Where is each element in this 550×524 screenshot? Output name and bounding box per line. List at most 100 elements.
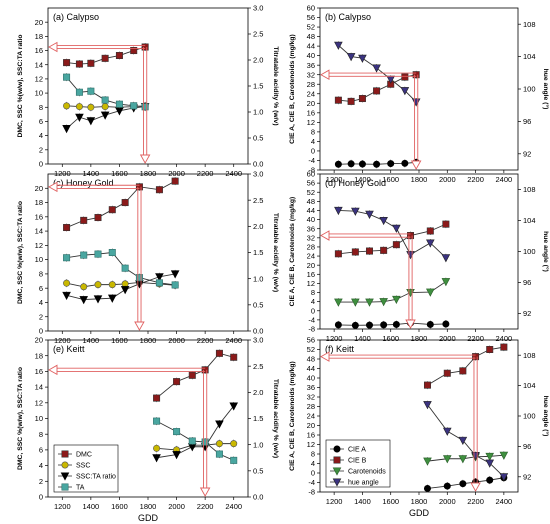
x-tick-label: 2200 <box>197 336 214 345</box>
series-TA <box>63 73 149 111</box>
data-point <box>442 455 452 464</box>
panel-d: 1200 1400 1600 1800 2000 2200 2400-8-404812162… <box>289 170 550 343</box>
data-point <box>135 274 143 282</box>
legend-marker <box>61 483 69 491</box>
data-point <box>499 473 509 482</box>
data-point <box>423 484 431 492</box>
data-point <box>121 264 129 272</box>
x-tick-label: 2000 <box>168 336 185 345</box>
x-tick-label: 2200 <box>197 502 214 511</box>
legend-label: Carotenoids <box>348 469 386 476</box>
y2-axis-label: hue angle (°) <box>542 69 550 110</box>
arrow-head <box>470 482 481 492</box>
y-tick-label: 10 <box>35 89 43 98</box>
x-tick-label: 1200 <box>326 175 343 184</box>
data-point <box>458 455 468 464</box>
data-point <box>351 298 360 307</box>
data-point <box>93 295 103 304</box>
y-tick-label: 24 <box>307 412 315 421</box>
y-tick-label: 4 <box>39 131 43 140</box>
y2-tick-label: 96 <box>523 117 531 126</box>
data-point <box>334 321 342 329</box>
arrow-head <box>48 364 58 376</box>
x-tick-label: 1800 <box>411 334 428 343</box>
y-tick-label: 12 <box>307 440 315 449</box>
data-point <box>141 43 149 51</box>
y2-tick-label: 1.5 <box>253 82 263 91</box>
legend-label: CIE B <box>348 458 367 465</box>
x-tick-label: 1400 <box>354 334 371 343</box>
legend-marker <box>333 445 341 453</box>
data-point <box>101 103 109 111</box>
series-line <box>338 209 447 259</box>
data-point <box>75 60 83 68</box>
series-CIE_A <box>334 158 420 169</box>
y-tick-label: 4 <box>311 137 315 146</box>
data-point <box>485 452 495 462</box>
data-point <box>392 224 401 233</box>
y-tick-label: 56 <box>307 336 315 345</box>
x-tick-label: 1200 <box>326 497 343 506</box>
data-point <box>392 295 401 305</box>
x-axis-label: GDD <box>138 513 159 523</box>
panel-title: (e) Keitt <box>53 344 85 354</box>
data-point <box>401 73 409 81</box>
arrow-head <box>405 319 416 329</box>
series-SSC_TA <box>62 269 180 305</box>
y-tick-label: 0 <box>39 493 43 502</box>
y2-tick-label: 1.5 <box>253 414 263 423</box>
data-point <box>121 199 129 207</box>
data-point <box>372 64 381 73</box>
data-point <box>230 440 238 448</box>
x-tick-label: 2000 <box>439 175 456 184</box>
data-point <box>423 381 431 389</box>
y2-tick-label: 92 <box>523 472 531 481</box>
y-tick-label: 18 <box>35 32 43 41</box>
plot-frame <box>319 7 519 171</box>
data-point <box>347 160 355 168</box>
data-point <box>442 220 450 228</box>
arrow-head <box>139 154 151 164</box>
y-tick-label: 48 <box>307 32 315 41</box>
series-line <box>156 405 235 459</box>
data-point <box>100 111 110 120</box>
legend-label: DMC <box>76 452 92 459</box>
y-tick-label: 8 <box>39 103 43 112</box>
highlight-arrows <box>48 181 145 331</box>
arrow-head <box>410 160 422 170</box>
data-point <box>230 353 238 361</box>
data-point <box>441 254 451 263</box>
data-point <box>80 216 88 224</box>
y-tick-label: 28 <box>307 243 315 252</box>
y-tick-label: -8 <box>308 488 315 497</box>
data-point <box>130 102 138 110</box>
data-point <box>115 100 123 108</box>
x-tick-label: 1600 <box>382 175 399 184</box>
y2-tick-label: 100 <box>523 412 536 421</box>
data-point <box>107 294 117 303</box>
y-tick-label: 14 <box>35 383 43 392</box>
y-tick-label: 16 <box>35 46 43 55</box>
arrow-head <box>320 230 330 241</box>
data-point <box>443 482 451 490</box>
data-point <box>75 88 83 96</box>
x-tick-label: 1600 <box>111 336 128 345</box>
y2-tick-label: 2.5 <box>253 196 263 205</box>
x-tick-label: 1200 <box>54 502 71 511</box>
data-point <box>401 159 409 167</box>
data-point <box>63 102 71 110</box>
arrow-head <box>48 181 58 193</box>
series-CIE_B <box>423 343 508 390</box>
data-point <box>80 251 88 259</box>
data-point <box>423 401 432 410</box>
plot-frame <box>47 173 249 332</box>
y-tick-label: -4 <box>308 478 315 487</box>
data-point <box>423 457 432 466</box>
y-tick-label: 16 <box>35 367 43 376</box>
data-point <box>80 283 88 291</box>
y-tick-label: 44 <box>307 206 315 215</box>
data-point <box>347 97 355 105</box>
y-axis-label: CIE A, CIE B, Carotenoids (mg/kg) <box>289 361 296 471</box>
data-point <box>63 224 71 232</box>
y2-axis-label: hue angle (°) <box>542 231 550 272</box>
